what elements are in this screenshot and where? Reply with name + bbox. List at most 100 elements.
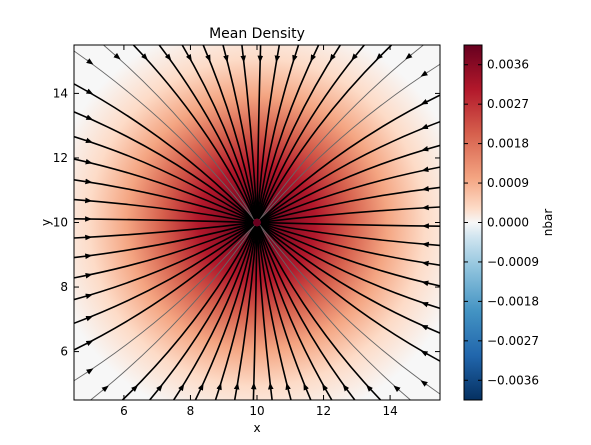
streamline-arrow: [421, 301, 429, 308]
streamline: [256, 226, 273, 400]
streamline-arrow: [86, 58, 94, 65]
colorbar-tick-label: 0.0036: [487, 58, 529, 72]
streamline: [258, 45, 365, 220]
streamline: [260, 206, 440, 223]
streamline: [222, 45, 257, 219]
streamline: [257, 45, 341, 220]
streamline-arrow: [85, 293, 93, 299]
streamline: [74, 198, 254, 223]
y-tick-label: 8: [60, 280, 68, 294]
streamline-arrow: [164, 53, 172, 61]
streamline: [260, 223, 440, 310]
streamline-arrow: [420, 123, 429, 129]
streamline-arrow: [421, 260, 429, 267]
streamline: [181, 45, 257, 220]
y-tick-label: 6: [60, 345, 68, 359]
streamline: [258, 225, 356, 400]
density-heatmap: [74, 45, 440, 400]
streamline-arrow: [156, 384, 163, 392]
colorbar-tick-label: −0.0009: [487, 255, 539, 269]
streamline-arrow: [86, 368, 94, 375]
colorbar-tick-label: −0.0036: [487, 373, 539, 387]
streamline-arrow: [292, 54, 298, 63]
streamline-arrow: [101, 385, 109, 393]
streamline: [74, 223, 254, 301]
streamline: [258, 45, 393, 220]
streamline-arrow: [421, 146, 429, 152]
streamline: [132, 45, 256, 220]
colorbar-tick-label: 0.0009: [487, 176, 529, 190]
streamline: [260, 222, 440, 266]
streamline: [103, 45, 255, 220]
streamline-arrow: [285, 382, 291, 391]
streamline: [259, 94, 440, 221]
streamline-arrow: [421, 185, 430, 192]
x-tick-label: 10: [249, 404, 264, 418]
streamline: [74, 224, 255, 351]
streamline-arrow: [197, 383, 204, 391]
streamline-arrow: [366, 384, 373, 392]
colorbar-tick-label: 0.0018: [487, 137, 529, 151]
colorbar-tick-label: −0.0018: [487, 294, 539, 308]
streamline: [260, 166, 440, 223]
colorbar-tick-label: 0.0000: [487, 216, 529, 230]
streamline-arrow: [85, 114, 94, 120]
streamline-arrow: [205, 54, 211, 62]
streamline: [259, 224, 440, 395]
colorbar-tick-label: 0.0027: [487, 97, 529, 111]
streamline-arrow: [303, 383, 309, 391]
streamline: [158, 45, 256, 220]
streamline-arrow: [85, 178, 93, 185]
streamline: [259, 63, 440, 221]
streamline: [258, 225, 382, 400]
streamline: [259, 223, 440, 334]
streamline: [260, 223, 440, 287]
streamline-arrow: [113, 52, 121, 60]
streamline-arrow: [85, 316, 94, 322]
streamline: [260, 144, 440, 222]
streamline-arrow: [141, 53, 148, 61]
colorbar-label: nbar: [541, 209, 555, 237]
colorbar-ticks: −0.0036 −0.0027 −0.0018 −0.0009 0.0000 0.0009…: [464, 58, 539, 387]
streamline-arrow: [421, 280, 429, 287]
x-tick-label: 8: [187, 404, 195, 418]
streamline-arrow: [274, 55, 281, 63]
streamline-arrow: [420, 350, 429, 357]
plot-area: [73, 44, 441, 401]
streamline-arrow: [421, 166, 429, 173]
streamline-arrow: [85, 88, 94, 95]
streamline: [149, 225, 256, 400]
streamline-arrow: [375, 53, 383, 60]
chart-title: Mean Density: [209, 26, 305, 42]
streamline: [74, 222, 254, 259]
streamline-arrow: [85, 158, 93, 165]
streamline-arrow: [85, 340, 94, 347]
streamline: [256, 45, 262, 219]
streamline: [214, 226, 257, 400]
colorbar: −0.0036 −0.0027 −0.0018 −0.0009 0.0000 0.0009…: [463, 44, 555, 401]
x-tick-label: 14: [382, 404, 397, 418]
streamline: [259, 224, 440, 362]
streamline: [74, 223, 254, 325]
streamline-arrow: [342, 384, 350, 392]
streamline: [233, 226, 258, 400]
streamline: [74, 135, 254, 222]
streamline: [257, 225, 333, 400]
streamline: [260, 186, 440, 223]
streamline: [257, 45, 320, 219]
streamline-arrow: [420, 98, 429, 105]
streamline: [241, 45, 258, 219]
streamline-arrow: [420, 325, 429, 331]
streamline: [257, 226, 292, 400]
streamline: [121, 225, 256, 400]
x-tick-label: 6: [120, 404, 128, 418]
streamline: [260, 222, 440, 247]
streamline: [257, 45, 300, 219]
streamline: [74, 222, 254, 279]
streamline: [90, 225, 255, 400]
streamline-arrow: [310, 54, 317, 62]
colorbar-tick-label: −0.0027: [487, 334, 539, 348]
streamline: [74, 218, 254, 224]
streamline: [259, 45, 424, 220]
